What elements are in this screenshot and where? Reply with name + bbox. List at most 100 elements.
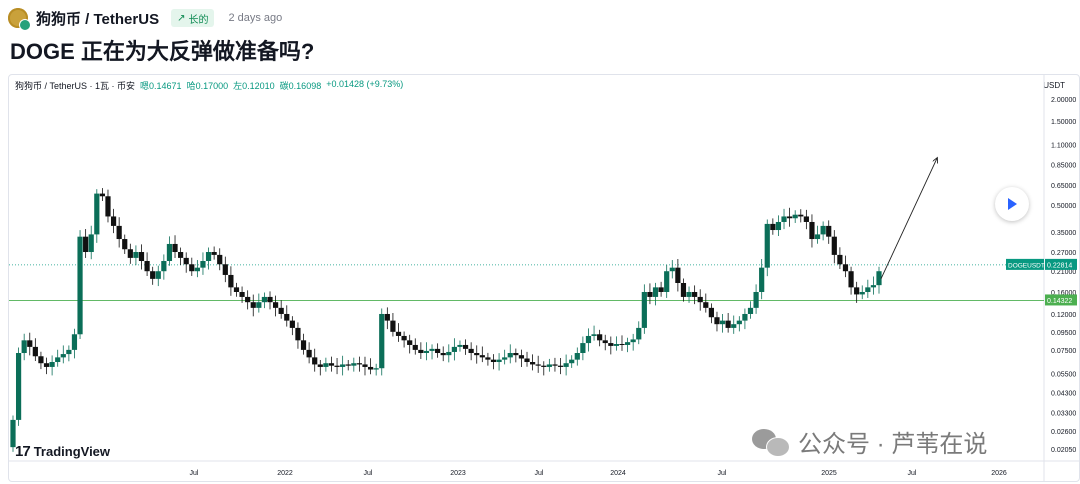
- candle-body: [580, 343, 586, 354]
- candle-body: [848, 271, 854, 288]
- candle-body: [267, 296, 273, 303]
- y-tick-label: 0.04300: [1051, 390, 1076, 397]
- price-tag: [1045, 294, 1077, 306]
- candle-body: [837, 254, 843, 265]
- price-tag-text: 0.14322: [1047, 298, 1072, 305]
- chart-legend: 狗狗币 / TetherUS · 1瓦 · 币安 嗯0.14671 哈0.170…: [15, 79, 403, 92]
- candle-body: [88, 234, 94, 253]
- candle-body: [116, 225, 122, 240]
- x-tick-label: 2025: [821, 470, 837, 477]
- candle-body: [742, 313, 748, 321]
- candle-body: [233, 287, 240, 292]
- candle-body: [557, 365, 564, 367]
- candle-body: [328, 363, 335, 366]
- candle-body: [423, 350, 430, 354]
- candle-body: [770, 223, 776, 231]
- candle-body: [731, 324, 737, 328]
- price-chart[interactable]: 2.00000 1.50000 1.10000 0.85000 0.65000 0.500…: [9, 75, 1079, 481]
- wechat-icon: [752, 427, 790, 457]
- candle-body: [71, 334, 78, 350]
- candle-body: [485, 357, 491, 360]
- candle-body: [284, 313, 290, 321]
- candle-body: [407, 340, 413, 345]
- candle-body: [842, 264, 849, 272]
- candle-body: [189, 264, 195, 272]
- candle-body: [373, 368, 379, 370]
- candle-body: [178, 252, 184, 258]
- candle-body: [205, 252, 212, 262]
- candle-body: [502, 357, 508, 360]
- candle-body: [569, 359, 575, 364]
- candle-body: [552, 364, 558, 366]
- candle-body: [764, 223, 770, 268]
- candle-body: [675, 267, 681, 283]
- candle-body: [524, 358, 530, 363]
- candle-body: [664, 271, 670, 292]
- candle-body: [759, 267, 765, 292]
- candle-body: [440, 353, 446, 356]
- candle-body: [462, 344, 469, 349]
- candle-body: [792, 214, 798, 219]
- legend-high: 哈0.17000: [186, 81, 229, 91]
- candle-body: [775, 221, 782, 231]
- play-button[interactable]: [995, 187, 1029, 221]
- candle-body: [144, 261, 150, 272]
- candle-body: [798, 214, 804, 217]
- candle-body: [27, 340, 33, 347]
- candle-body: [541, 365, 547, 367]
- candle-body: [77, 236, 83, 335]
- candle-body: [222, 264, 228, 275]
- candle-body: [658, 287, 664, 292]
- candle-body: [613, 344, 620, 346]
- candle-body: [295, 327, 301, 341]
- candle-body: [110, 216, 117, 226]
- candle-body: [647, 291, 653, 297]
- candle-body: [172, 243, 178, 253]
- candle-body: [865, 287, 871, 292]
- candle-body: [312, 357, 318, 365]
- candle-body: [239, 291, 245, 297]
- y-tick-label: 0.09500: [1051, 330, 1076, 337]
- candle-body: [636, 327, 642, 340]
- y-axis-title: USDT: [1043, 81, 1065, 90]
- candle-body: [641, 291, 647, 328]
- candle-body: [60, 354, 66, 358]
- post-time: 2 days ago: [228, 12, 283, 24]
- chart-panel[interactable]: 狗狗币 / TetherUS · 1瓦 · 币安 嗯0.14671 哈0.170…: [8, 74, 1080, 482]
- candle-body: [155, 271, 161, 279]
- candle-body: [83, 236, 89, 253]
- price-tag: [1045, 258, 1077, 270]
- candle-body: [714, 317, 720, 325]
- candle-body: [356, 363, 362, 365]
- y-tick-label: 0.35000: [1051, 230, 1076, 237]
- x-tick-label: Jul: [535, 470, 544, 477]
- candle-body: [496, 359, 502, 363]
- y-tick-label: 0.85000: [1051, 162, 1076, 169]
- symbol-title[interactable]: 狗狗币 / TetherUS: [36, 10, 160, 28]
- y-tick-label: 0.65000: [1051, 183, 1076, 190]
- candle-body: [563, 363, 569, 367]
- candle-body: [32, 346, 38, 357]
- candle-body: [574, 353, 580, 360]
- candle-body: [21, 340, 27, 354]
- candle-body: [150, 271, 156, 279]
- candle-body: [256, 302, 262, 308]
- candle-body: [451, 346, 457, 352]
- y-tick-label: 0.02600: [1051, 429, 1076, 436]
- y-tick-label: 0.03300: [1051, 411, 1076, 418]
- y-tick-label: 2.00000: [1051, 97, 1076, 104]
- candle-body: [105, 196, 111, 217]
- candle-body: [43, 363, 50, 367]
- candle-body: [535, 364, 541, 366]
- candle-body: [306, 349, 312, 358]
- candle-body: [122, 239, 128, 250]
- y-tick-label: 0.12000: [1051, 312, 1076, 319]
- candle-body: [820, 225, 826, 235]
- x-tick-label: 2022: [277, 470, 293, 477]
- candle-body: [10, 419, 16, 448]
- y-tick-label: 0.27000: [1051, 250, 1076, 257]
- candle-body: [345, 364, 351, 366]
- candle-body: [468, 348, 474, 354]
- candle-body: [362, 364, 368, 367]
- candle-body: [49, 362, 55, 367]
